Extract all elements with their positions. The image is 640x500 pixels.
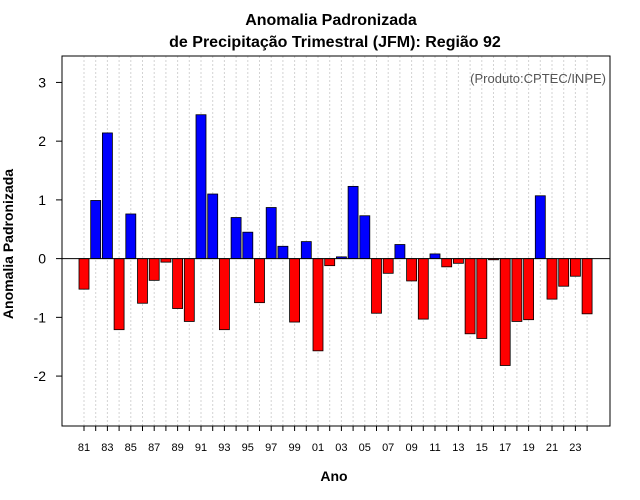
bar-1986	[137, 258, 148, 304]
x-tick-label: 91	[195, 442, 207, 454]
x-tick-label: 11	[429, 442, 440, 454]
x-tick-label: 15	[476, 442, 488, 454]
bar-1995	[242, 231, 254, 260]
y-tick-label: 1	[38, 192, 46, 208]
y-tick-label: 3	[38, 74, 46, 90]
x-tick-label: 05	[359, 442, 371, 454]
x-tick-label: 03	[335, 442, 347, 454]
bar-2005	[359, 215, 371, 260]
bar-2015	[476, 258, 488, 339]
bar-1982	[90, 200, 102, 260]
bar-2019	[523, 258, 534, 321]
x-tick-label: 95	[242, 442, 254, 454]
x-tick-label: 93	[218, 442, 230, 454]
bar-2004	[347, 185, 359, 260]
bar-2017	[499, 258, 511, 366]
grid-lines	[83, 56, 588, 426]
x-tick-label: 09	[405, 442, 417, 454]
bar-2000	[300, 241, 312, 260]
x-tick-label: 19	[522, 442, 534, 454]
bar-2012	[441, 258, 453, 268]
bar-2001	[312, 258, 324, 352]
plot-frame	[61, 55, 611, 427]
bar-1989	[172, 258, 184, 309]
x-tick-label: 01	[312, 442, 324, 454]
bar-1990	[183, 258, 195, 322]
chart-title: Anomalia Padronizada	[245, 12, 417, 29]
x-axis: 81 83 85 87 89 91 93 95 97 99 01 03 05 07 09 11 13 15 17 19…	[78, 426, 588, 454]
y-tick-label: -2	[34, 368, 47, 384]
bar-1988	[160, 258, 172, 263]
bar-2007	[382, 258, 394, 274]
bar-2018	[511, 258, 523, 322]
bar-2024	[581, 258, 593, 315]
bar-1983	[102, 132, 113, 260]
x-tick-label: 13	[452, 442, 464, 454]
bar-1987	[148, 258, 160, 281]
bar-1994	[230, 217, 242, 260]
bar-1997	[265, 207, 277, 260]
bar-1991	[195, 114, 207, 260]
bar-1985	[125, 213, 137, 260]
x-tick-label: 87	[148, 442, 160, 454]
y-tick-label: 0	[38, 251, 46, 267]
x-tick-label: 85	[125, 442, 137, 454]
y-axis: -2 -1 0 1 2 3	[34, 74, 62, 384]
bars	[78, 114, 593, 366]
bar-1992	[207, 193, 219, 260]
bar-2009	[406, 258, 418, 282]
bar-2002	[324, 258, 336, 267]
x-axis-label: Ano	[320, 468, 347, 484]
bar-2006	[371, 258, 382, 314]
bar-2008	[394, 244, 406, 260]
bar-1996	[254, 258, 265, 304]
x-tick-label: 07	[382, 442, 394, 454]
bar-1984	[113, 258, 125, 331]
bar-1981	[78, 258, 90, 290]
x-tick-label: 81	[78, 442, 90, 454]
bar-1999	[289, 258, 301, 323]
bar-2013	[452, 258, 464, 264]
bar-2014	[464, 258, 476, 335]
y-tick-label: -1	[34, 309, 47, 325]
bar-2023	[570, 258, 581, 277]
bar-2011	[429, 253, 441, 260]
y-tick-label: 2	[38, 133, 46, 149]
credit-label: (Produto:CPTEC/INPE)	[470, 71, 606, 86]
bar-1993	[218, 258, 230, 331]
x-tick-label: 23	[569, 442, 581, 454]
bar-1998	[277, 245, 289, 260]
x-tick-label: 89	[171, 442, 183, 454]
x-tick-label: 97	[265, 442, 277, 454]
x-tick-label: 83	[101, 442, 113, 454]
x-tick-label: 17	[499, 442, 511, 454]
x-tick-label: 21	[546, 442, 558, 454]
bar-2021	[546, 258, 558, 300]
y-axis-label: Anomalia Padronizada	[0, 169, 16, 319]
x-tick-label: 99	[288, 442, 300, 454]
bar-2010	[417, 258, 429, 320]
bar-2020	[534, 195, 546, 260]
bar-2022	[558, 258, 570, 287]
chart-subtitle: de Precipitação Trimestral (JFM): Região…	[169, 34, 501, 51]
